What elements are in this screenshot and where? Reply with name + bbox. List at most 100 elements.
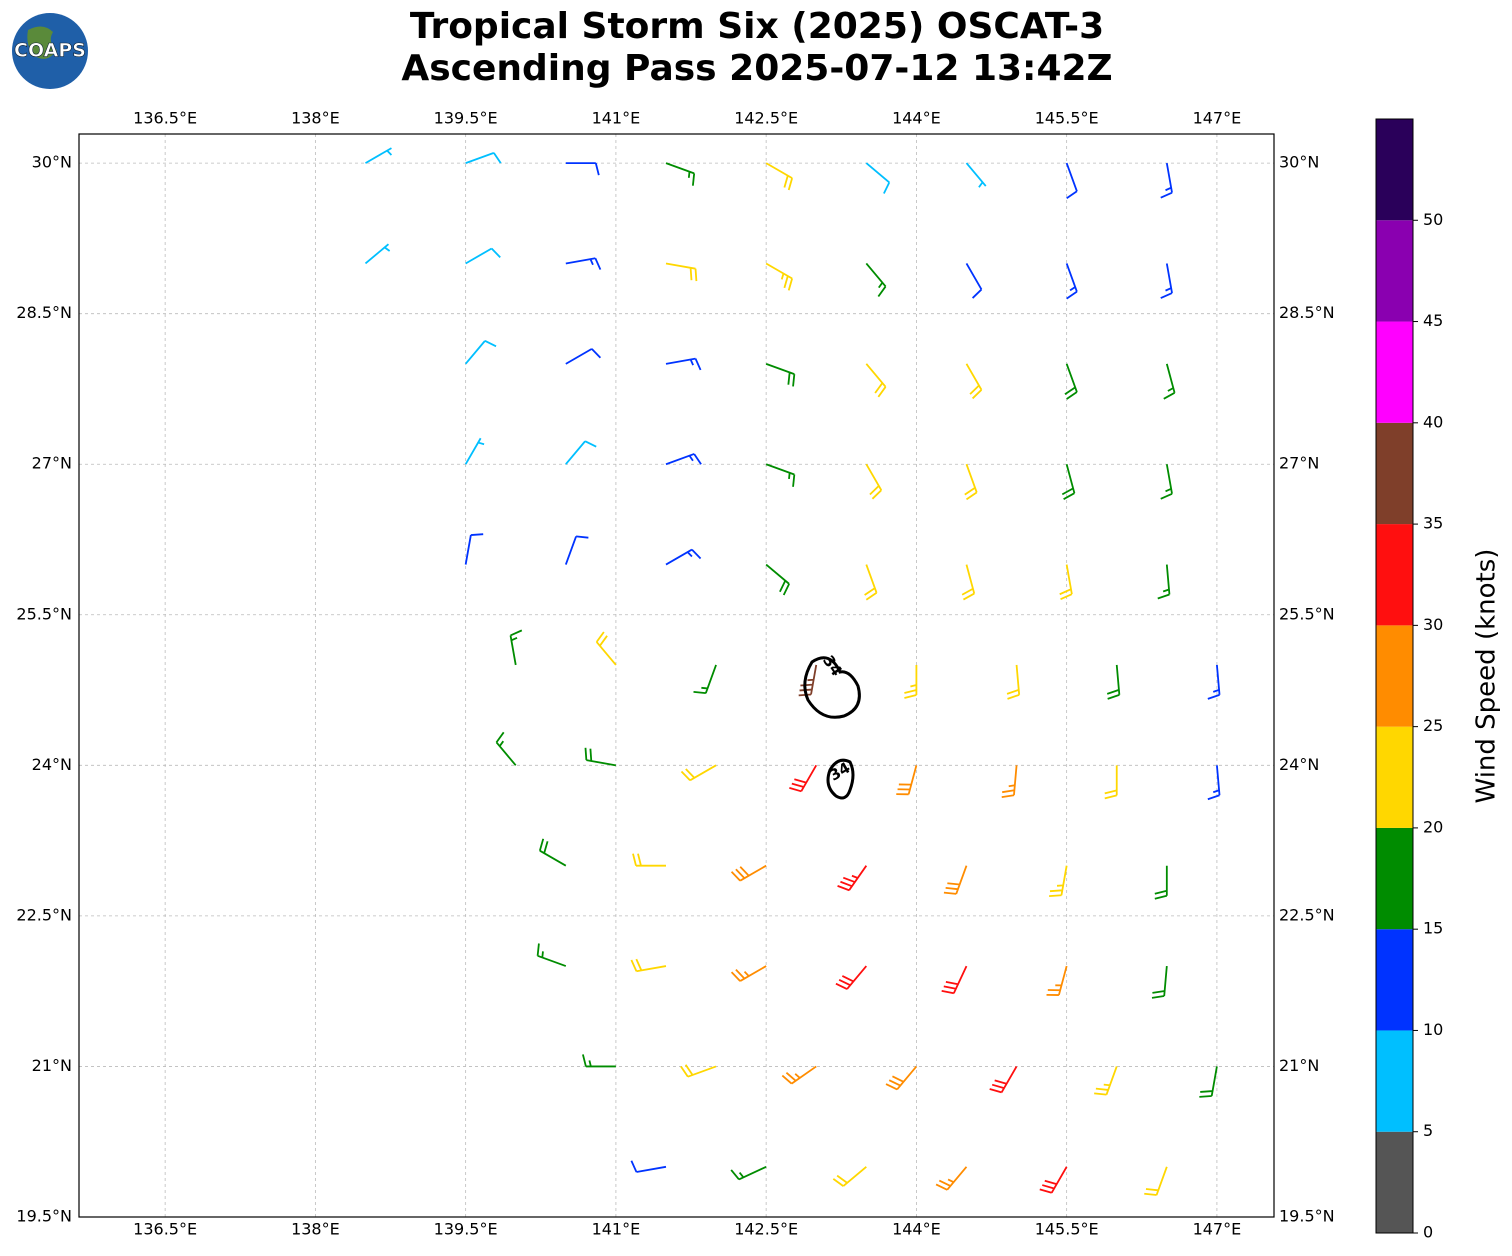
wind-barb bbox=[965, 162, 987, 188]
colorbar-tick-label: 30 bbox=[1423, 615, 1443, 634]
x-tick-label: 138°E bbox=[291, 109, 340, 128]
colorbar-tick-label: 20 bbox=[1423, 817, 1443, 836]
barb-shape bbox=[1064, 363, 1078, 400]
colorbar-segment bbox=[1376, 1131, 1413, 1233]
x-tick-label: 136.5°E bbox=[133, 109, 197, 128]
barb-shape bbox=[665, 357, 702, 371]
barb-shape bbox=[630, 1160, 667, 1173]
wind-barb bbox=[1064, 363, 1078, 400]
barb-shape bbox=[365, 147, 393, 164]
wind-barb bbox=[1199, 1066, 1218, 1098]
colorbar-tick-label: 40 bbox=[1423, 412, 1443, 431]
wind-barb bbox=[781, 1065, 817, 1085]
barb-shape bbox=[965, 162, 987, 188]
barb-shape bbox=[935, 1166, 968, 1191]
barb-shape bbox=[665, 453, 702, 466]
barb-shape bbox=[730, 1165, 767, 1181]
wind-barb bbox=[896, 765, 918, 796]
wind-barb bbox=[865, 262, 887, 297]
wind-barb bbox=[582, 1054, 616, 1068]
barb-shape bbox=[665, 548, 702, 566]
wind-barb bbox=[665, 162, 696, 186]
y-tick-label: 21°N bbox=[1279, 1056, 1319, 1075]
wind-barb bbox=[1207, 765, 1221, 801]
barb-shape bbox=[1065, 263, 1078, 300]
barb-shape bbox=[765, 363, 796, 387]
logo: COAPS bbox=[12, 13, 88, 89]
y-tick-label: 28.5°N bbox=[16, 303, 72, 322]
barb-shape bbox=[904, 664, 918, 699]
wind-barb bbox=[943, 865, 968, 895]
barb-shape bbox=[1046, 965, 1068, 996]
barb-shape bbox=[864, 564, 878, 601]
y-tick-label: 28.5°N bbox=[1279, 303, 1335, 322]
barb-shape bbox=[632, 853, 666, 867]
wind-barb bbox=[538, 838, 567, 867]
colorbar-tick-label: 45 bbox=[1423, 311, 1443, 330]
barb-shape bbox=[1154, 865, 1168, 900]
barb-shape bbox=[865, 262, 887, 297]
barb-shape bbox=[465, 247, 501, 265]
wind-barb bbox=[865, 162, 891, 194]
barb-shape bbox=[464, 340, 497, 365]
barb-shape bbox=[464, 437, 485, 465]
barb-shape bbox=[509, 629, 523, 666]
wind-barb bbox=[730, 965, 767, 982]
barb-shape bbox=[1049, 865, 1068, 898]
colorbar-tick-label: 10 bbox=[1423, 1020, 1443, 1039]
barb-shape bbox=[1006, 664, 1021, 700]
wind-barb bbox=[1106, 664, 1121, 700]
colorbar-segment bbox=[1376, 524, 1413, 626]
wind-barb bbox=[730, 1165, 767, 1181]
barb-shape bbox=[1207, 664, 1221, 700]
barb-shape bbox=[1065, 162, 1078, 199]
y-tick-label: 21°N bbox=[32, 1056, 72, 1075]
wind-barb bbox=[680, 1064, 717, 1078]
title: Tropical Storm Six (2025) OSCAT-3 bbox=[410, 6, 1104, 47]
wind-barb bbox=[941, 965, 968, 995]
colorbar-tick-label: 5 bbox=[1423, 1121, 1433, 1140]
barb-shape bbox=[835, 965, 868, 990]
contour-label: 34 bbox=[819, 652, 846, 679]
colorbar-segment bbox=[1376, 220, 1413, 322]
y-tick-label: 25.5°N bbox=[1279, 604, 1335, 623]
wind-barb bbox=[1151, 965, 1168, 999]
colorbar-segment bbox=[1376, 422, 1413, 525]
wind-barb bbox=[1046, 965, 1068, 996]
barb-shape bbox=[1104, 765, 1118, 800]
wind-barb bbox=[1065, 263, 1078, 300]
barb-shape bbox=[965, 263, 983, 299]
barb-shape bbox=[582, 1054, 616, 1068]
barb-shape bbox=[832, 1166, 867, 1187]
wind-barb bbox=[1001, 765, 1018, 799]
wind-barb bbox=[1207, 664, 1221, 700]
x-tick-label: 138°E bbox=[291, 1220, 340, 1239]
barb-shape bbox=[630, 958, 667, 973]
colorbar-label: Wind Speed (knots) bbox=[1472, 549, 1502, 804]
barb-shape bbox=[1094, 1066, 1118, 1096]
wind-barb bbox=[464, 340, 497, 365]
wind-barb bbox=[509, 629, 523, 666]
contour-34 bbox=[826, 758, 855, 800]
barb-shape bbox=[865, 363, 887, 398]
wind-barb bbox=[964, 463, 978, 501]
barb-shape bbox=[564, 535, 589, 565]
wind-barb bbox=[665, 357, 702, 371]
wind-barb bbox=[865, 363, 887, 398]
barb-shape bbox=[789, 764, 818, 793]
y-tick-label: 24°N bbox=[32, 755, 72, 774]
wind-barb bbox=[665, 548, 702, 566]
wind-barb bbox=[1059, 564, 1073, 600]
subtitle: Ascending Pass 2025-07-12 13:42Z bbox=[401, 48, 1112, 89]
barb-shape bbox=[1160, 464, 1173, 500]
wind-barb bbox=[665, 262, 698, 282]
wind-barb bbox=[632, 853, 666, 867]
barb-shape bbox=[665, 262, 698, 282]
colorbar-segment bbox=[1376, 321, 1413, 423]
plot-frame bbox=[78, 133, 1275, 1218]
barb-shape bbox=[565, 162, 600, 176]
y-tick-label: 27°N bbox=[32, 454, 72, 473]
wind-barb bbox=[765, 463, 796, 487]
wind-barb bbox=[837, 865, 868, 892]
